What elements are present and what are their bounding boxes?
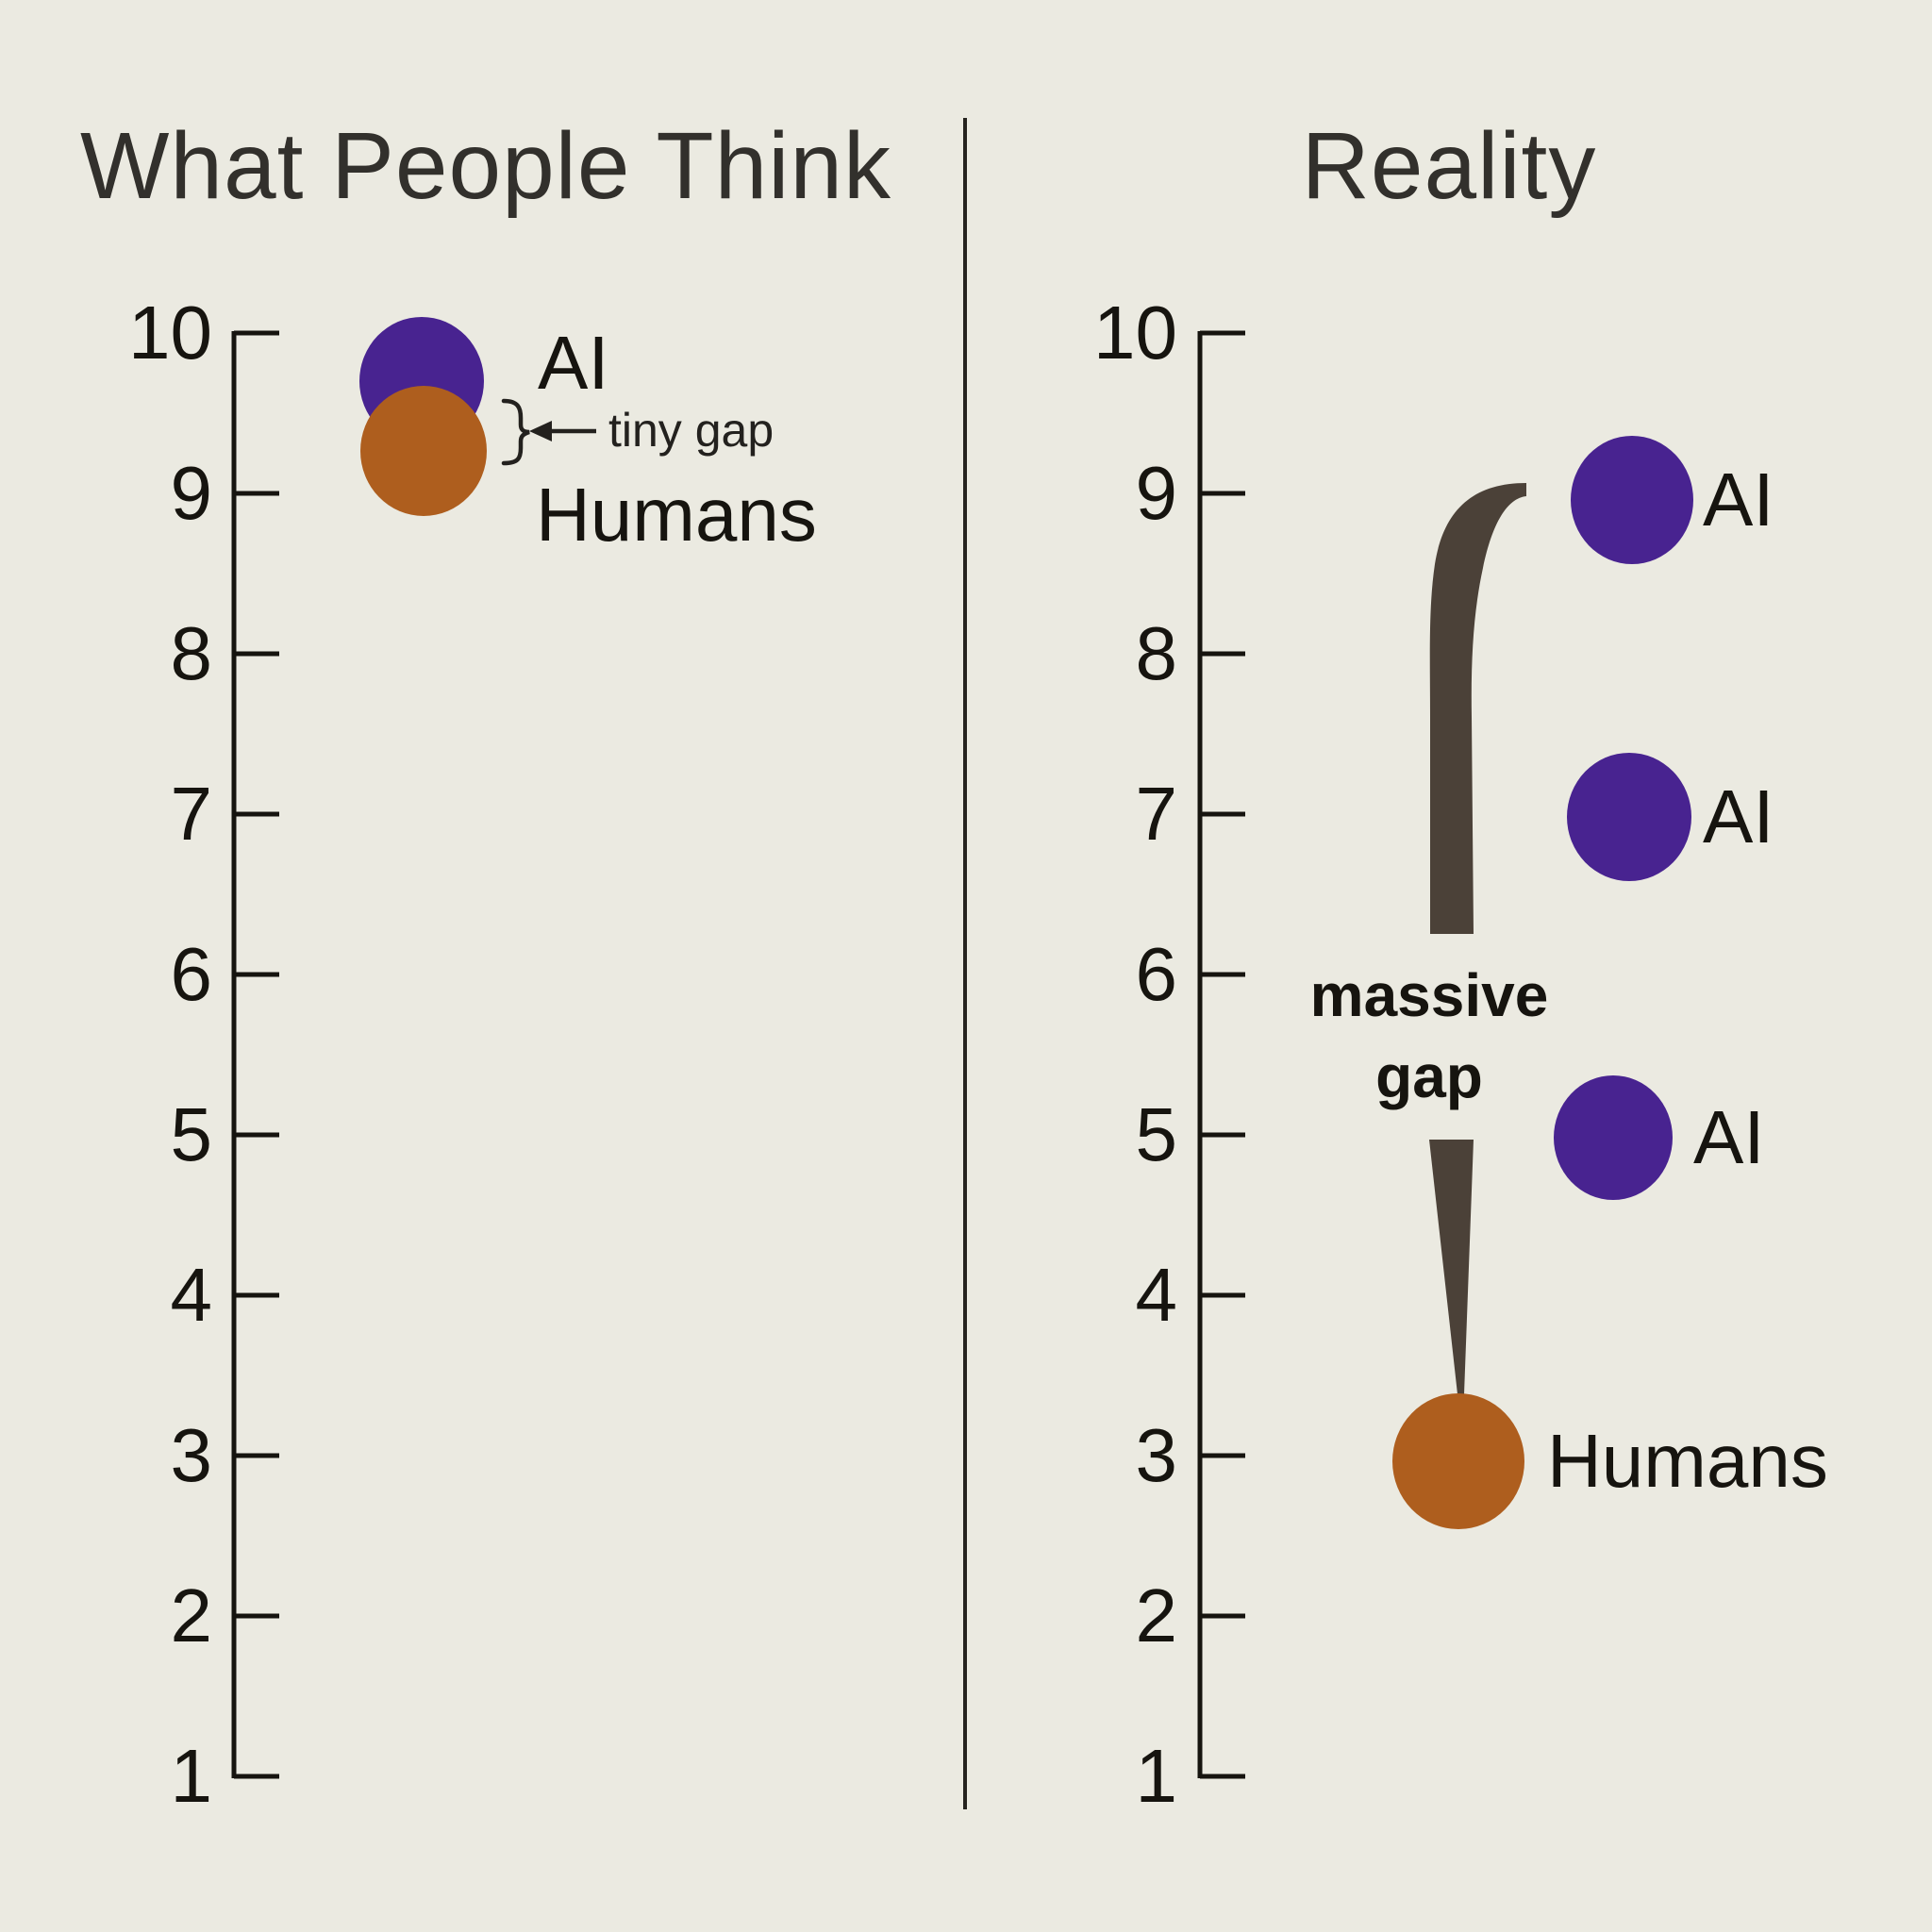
right-tick-label-8: 8 bbox=[1135, 611, 1178, 695]
right-tick-label-2: 2 bbox=[1135, 1574, 1178, 1657]
left-tick-label-8: 8 bbox=[170, 611, 213, 695]
ai-dot-label: AI bbox=[1703, 774, 1774, 858]
right-panel-title: Reality bbox=[1301, 113, 1597, 219]
left-panel-title: What People Think bbox=[79, 113, 892, 219]
right-tick-label-9: 9 bbox=[1135, 451, 1178, 535]
left-tick-label-9: 9 bbox=[170, 451, 213, 535]
left-tick-label-10: 10 bbox=[128, 291, 212, 375]
massive-gap-line2: gap bbox=[1375, 1042, 1483, 1110]
humans-dot bbox=[1392, 1393, 1524, 1529]
massive-gap-indicator-lower bbox=[1429, 1140, 1474, 1394]
ai-dot bbox=[1554, 1075, 1673, 1200]
ai-dot bbox=[1567, 753, 1691, 881]
right-tick-label-6: 6 bbox=[1135, 932, 1178, 1016]
right-tick-label-5: 5 bbox=[1135, 1092, 1178, 1176]
left-tick-label-2: 2 bbox=[170, 1574, 213, 1657]
humans-dot bbox=[360, 386, 487, 516]
tiny-gap-brace-icon bbox=[501, 398, 530, 466]
left-tick-label-7: 7 bbox=[170, 772, 213, 856]
tiny-gap-label: tiny gap bbox=[608, 404, 774, 457]
ai-dot-label: AI bbox=[1703, 458, 1774, 541]
right-tick-label-10: 10 bbox=[1093, 291, 1177, 375]
ai-dot-label: AI bbox=[538, 321, 609, 405]
panel-divider bbox=[963, 118, 967, 1809]
ai-dot bbox=[1571, 436, 1693, 564]
left-tick-label-1: 1 bbox=[170, 1734, 213, 1818]
right-tick-label-7: 7 bbox=[1135, 772, 1178, 856]
left-arrow-icon bbox=[529, 421, 596, 441]
right-tick-label-3: 3 bbox=[1135, 1413, 1178, 1497]
left-tick-label-4: 4 bbox=[170, 1253, 213, 1337]
massive-gap-line1: massive bbox=[1309, 961, 1549, 1029]
humans-dot-label: Humans bbox=[1547, 1419, 1828, 1503]
left-tick-label-6: 6 bbox=[170, 932, 213, 1016]
right-tick-label-4: 4 bbox=[1135, 1253, 1178, 1337]
right-tick-label-1: 1 bbox=[1135, 1734, 1178, 1818]
left-tick-label-3: 3 bbox=[170, 1413, 213, 1497]
ai-dot-label: AI bbox=[1693, 1095, 1765, 1179]
massive-gap-label: massive gap bbox=[1241, 955, 1618, 1117]
humans-dot-label: Humans bbox=[536, 473, 817, 557]
massive-gap-indicator-upper bbox=[1429, 483, 1526, 934]
left-tick-label-5: 5 bbox=[170, 1092, 213, 1176]
